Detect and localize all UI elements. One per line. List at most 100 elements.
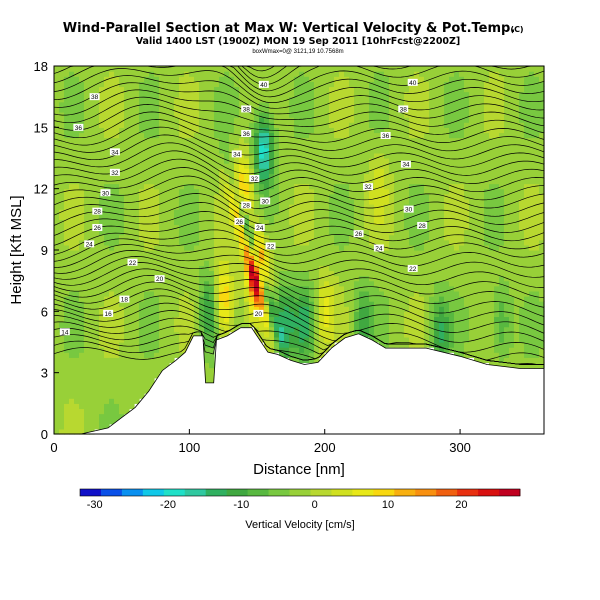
field-cell [199, 96, 205, 103]
field-cell [169, 214, 175, 220]
field-cell [119, 326, 125, 333]
field-cell [259, 163, 265, 169]
field-cell [239, 147, 245, 154]
field-cell [99, 403, 105, 410]
field-cell [284, 270, 290, 277]
field-cell [64, 357, 70, 364]
field-cell [174, 275, 180, 282]
field-cell [424, 163, 430, 169]
field-cell [174, 173, 180, 180]
field-cell [444, 76, 450, 82]
field-cell [374, 214, 380, 220]
field-cell [209, 367, 215, 374]
field-cell [454, 193, 460, 200]
field-cell [334, 188, 340, 195]
field-cell [409, 188, 415, 195]
field-cell [429, 152, 435, 159]
field-cell [64, 163, 70, 169]
field-cell [299, 229, 305, 236]
field-cell [209, 219, 215, 226]
field-cell [444, 183, 450, 190]
field-cell [54, 388, 60, 394]
field-cell [434, 336, 440, 343]
field-cell [324, 178, 330, 185]
field-cell [274, 86, 280, 93]
field-cell [94, 163, 100, 169]
field-cell [174, 106, 180, 113]
field-cell [434, 142, 440, 149]
field-cell [464, 255, 470, 261]
field-cell [224, 168, 230, 174]
field-cell [254, 71, 260, 77]
field-cell [94, 260, 100, 266]
field-cell [269, 137, 275, 144]
field-cell [124, 183, 130, 190]
field-cell [74, 306, 80, 312]
field-cell [124, 76, 130, 82]
field-cell [219, 270, 225, 277]
field-cell [109, 418, 115, 425]
field-cell [154, 106, 160, 113]
field-cell [279, 316, 285, 323]
field-cell [154, 101, 160, 108]
field-cell [414, 316, 420, 323]
field-cell [139, 209, 145, 215]
field-cell [319, 285, 325, 292]
field-cell [359, 198, 365, 205]
field-cell [454, 280, 460, 287]
field-cell [129, 255, 135, 261]
field-cell [114, 321, 120, 328]
field-cell [274, 311, 280, 318]
field-cell [124, 224, 130, 231]
field-cell [214, 147, 220, 154]
field-cell [364, 239, 370, 246]
field-cell [374, 301, 380, 307]
field-cell [259, 275, 265, 282]
field-cell [149, 66, 155, 72]
field-cell [234, 275, 240, 282]
field-cell [449, 86, 455, 93]
field-cell [339, 183, 345, 190]
field-cell [474, 255, 480, 261]
field-cell [309, 336, 315, 343]
field-cell [109, 66, 115, 72]
field-cell [329, 280, 335, 287]
field-cell [319, 193, 325, 200]
field-cell [389, 173, 395, 180]
field-cell [344, 173, 350, 180]
field-cell [59, 137, 65, 144]
field-cell [79, 331, 85, 338]
field-cell [89, 163, 95, 169]
field-cell [319, 331, 325, 338]
field-cell [414, 168, 420, 174]
field-cell [404, 306, 410, 312]
field-cell [169, 301, 175, 307]
field-cell [334, 86, 340, 93]
field-cell [54, 76, 60, 82]
field-cell [399, 265, 405, 272]
field-cell [184, 66, 190, 72]
field-cell [394, 147, 400, 154]
field-cell [344, 158, 350, 164]
field-cell [329, 265, 335, 272]
field-cell [159, 336, 165, 343]
field-cell [359, 265, 365, 272]
field-cell [389, 86, 395, 93]
field-cell [224, 106, 230, 113]
field-cell [149, 362, 155, 369]
field-cell [284, 178, 290, 185]
field-cell [104, 163, 110, 169]
field-cell [424, 91, 430, 98]
field-cell [119, 367, 125, 374]
field-cell [289, 132, 295, 139]
field-cell [99, 367, 105, 374]
field-cell [159, 331, 165, 338]
field-cell [429, 260, 435, 266]
field-cell [244, 112, 250, 118]
field-cell [284, 290, 290, 297]
field-cell [154, 173, 160, 180]
field-cell [324, 91, 330, 98]
field-cell [234, 209, 240, 215]
field-cell [324, 204, 330, 210]
field-cell [274, 285, 280, 292]
